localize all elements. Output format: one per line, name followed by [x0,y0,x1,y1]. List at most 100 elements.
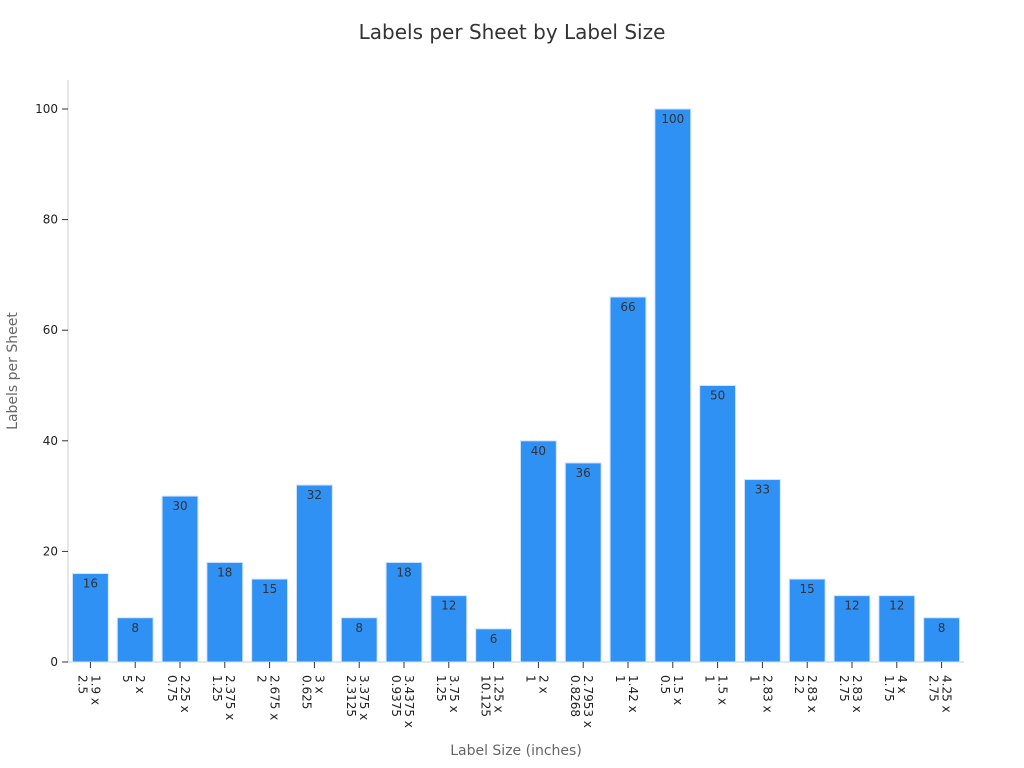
bar-value-label: 8 [355,621,363,635]
x-tick-label-line: 3.375 x [357,675,371,720]
bar [878,595,916,663]
x-tick-label-line: 2 x [133,675,147,694]
x-tick-label: 2.375 x1.25 [210,675,237,720]
y-tick-label: 20 [43,544,58,558]
x-tick-label-line: 1.25 [210,675,224,702]
x-tick-label-line: 2.375 x [223,675,237,720]
x-tick-label-line: 1.75 [882,675,896,702]
x-tick-label-line: 1 [523,675,537,683]
y-tick-label: 40 [43,434,58,448]
x-tick-label-line: 0.625 [299,675,313,709]
x-tick-label-line: 1.42 x [626,675,640,713]
x-tick-label: 1.5 x1 [703,675,730,705]
bar [654,108,692,663]
y-tick-label: 80 [43,213,58,227]
bar-value-label: 36 [576,466,591,480]
bar [71,573,109,663]
x-tick-label-line: 3.75 x [447,675,461,713]
bar-value-label: 100 [661,112,684,126]
x-tick-label: 2.7953 x0.8268 [568,675,595,728]
x-tick-label-line: 1 [613,675,627,683]
bar [385,561,423,663]
y-tick-label: 100 [35,102,58,116]
x-axis-title: Label Size (inches) [450,743,582,759]
bar [564,462,602,663]
x-tick-label-line: 2.75 [927,675,941,702]
x-tick-label: 2.83 x1 [747,675,774,713]
bar-value-label: 30 [172,499,187,513]
x-tick-label-line: 4 x [895,675,909,694]
x-tick-label-line: 1 [747,675,761,683]
x-tick-label-line: 0.8268 [568,675,582,717]
x-tick-label: 2 x1 [523,675,550,694]
x-tick-labels: 1.9 x2.5 2 x5 2.25 x0.75 2.375 x1.25 2.675 x… [75,662,954,728]
x-tick-label: 4 x1.75 [882,675,909,702]
x-tick-label-line: 2 [255,675,269,683]
bar-value-label: 66 [620,300,635,314]
bar [251,578,289,663]
bar-value-label: 15 [262,582,277,596]
bar-value-label: 33 [755,483,770,497]
bar-value-label: 32 [307,488,322,502]
y-tick-label: 0 [50,655,58,669]
data-labels: 16 8 30 18 15 32 8 18 12 6 40 36 66 100 50 33 15 12 12 8 [83,112,946,646]
x-tick-label-line: 2.7953 x [581,675,595,728]
x-tick-label-line: 1.25 x [492,675,506,713]
axes [67,80,964,663]
x-tick-label-line: 1 [703,675,717,683]
x-tick-label-line: 3 x [312,675,326,694]
bar-value-label: 16 [83,577,98,591]
bar-value-label: 8 [938,621,946,635]
x-tick-label-line: 0.5 [658,675,672,694]
x-tick-label: 4.25 x2.75 [927,675,954,713]
bar [609,296,647,663]
bar [788,578,826,663]
x-tick-label-line: 2.3125 [344,675,358,717]
x-tick-label: 2.675 x2 [255,675,282,720]
x-tick-label-line: 1.5 x [716,675,730,705]
bar-value-label: 12 [889,599,904,613]
x-tick-label: 3.375 x2.3125 [344,675,371,720]
x-tick-label: 3.4375 x0.9375 [389,675,416,728]
y-axis-title: Labels per Sheet [5,312,21,430]
bar-value-label: 40 [531,444,546,458]
bar [340,617,378,663]
x-tick-label: 3 x0.625 [299,675,326,709]
bar [743,479,781,663]
x-tick-label-line: 10.125 [479,675,493,717]
x-tick-label: 2.83 x2.75 [837,675,864,713]
y-tick-labels: 0 20 40 60 80 100 [35,102,68,669]
bar [833,595,871,663]
bar [519,440,557,663]
bar-value-label: 12 [441,599,456,613]
x-tick-label: 3.75 x1.25 [434,675,461,713]
x-tick-label: 1.25 x10.125 [479,675,506,717]
x-tick-label: 1.5 x0.5 [658,675,685,705]
x-tick-label-line: 2.75 [837,675,851,702]
bar-value-label: 18 [396,565,411,579]
x-tick-label-line: 2.83 x [760,675,774,713]
x-tick-label-line: 2.25 x [178,675,192,713]
x-tick-label-line: 5 [120,675,134,683]
bar [699,385,737,663]
y-tick-label: 60 [43,323,58,337]
x-tick-label-line: 4.25 x [940,675,954,713]
bar-value-label: 50 [710,389,725,403]
x-tick-label: 1.42 x1 [613,675,640,713]
x-tick-label: 2.83 x2.2 [792,675,819,713]
x-tick-label-line: 0.75 [165,675,179,702]
bar-value-label: 8 [131,621,139,635]
x-tick-label-line: 3.4375 x [402,675,416,728]
x-tick-label: 2 x5 [120,675,147,694]
x-tick-label-line: 1.5 x [671,675,685,705]
bar [295,484,333,663]
chart-title: Labels per Sheet by Label Size [358,20,666,44]
x-tick-label: 2.25 x0.75 [165,675,192,713]
bar-value-label: 15 [800,582,815,596]
bar-value-label: 6 [490,632,498,646]
bar-value-label: 12 [844,599,859,613]
x-tick-label-line: 2.83 x [850,675,864,713]
bar [475,628,513,663]
